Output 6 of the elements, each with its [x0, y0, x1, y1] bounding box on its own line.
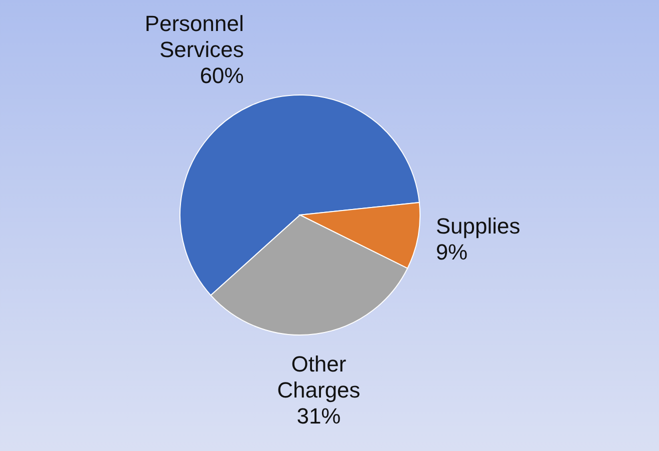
slice-label: Personnel Services — [144, 10, 244, 62]
data-label: 31% — [296, 404, 341, 429]
data-label: 9% — [436, 239, 468, 264]
slice-label: Supplies — [436, 213, 520, 238]
slice-label: Other Charges — [277, 352, 360, 403]
data-label: 60% — [200, 62, 244, 88]
